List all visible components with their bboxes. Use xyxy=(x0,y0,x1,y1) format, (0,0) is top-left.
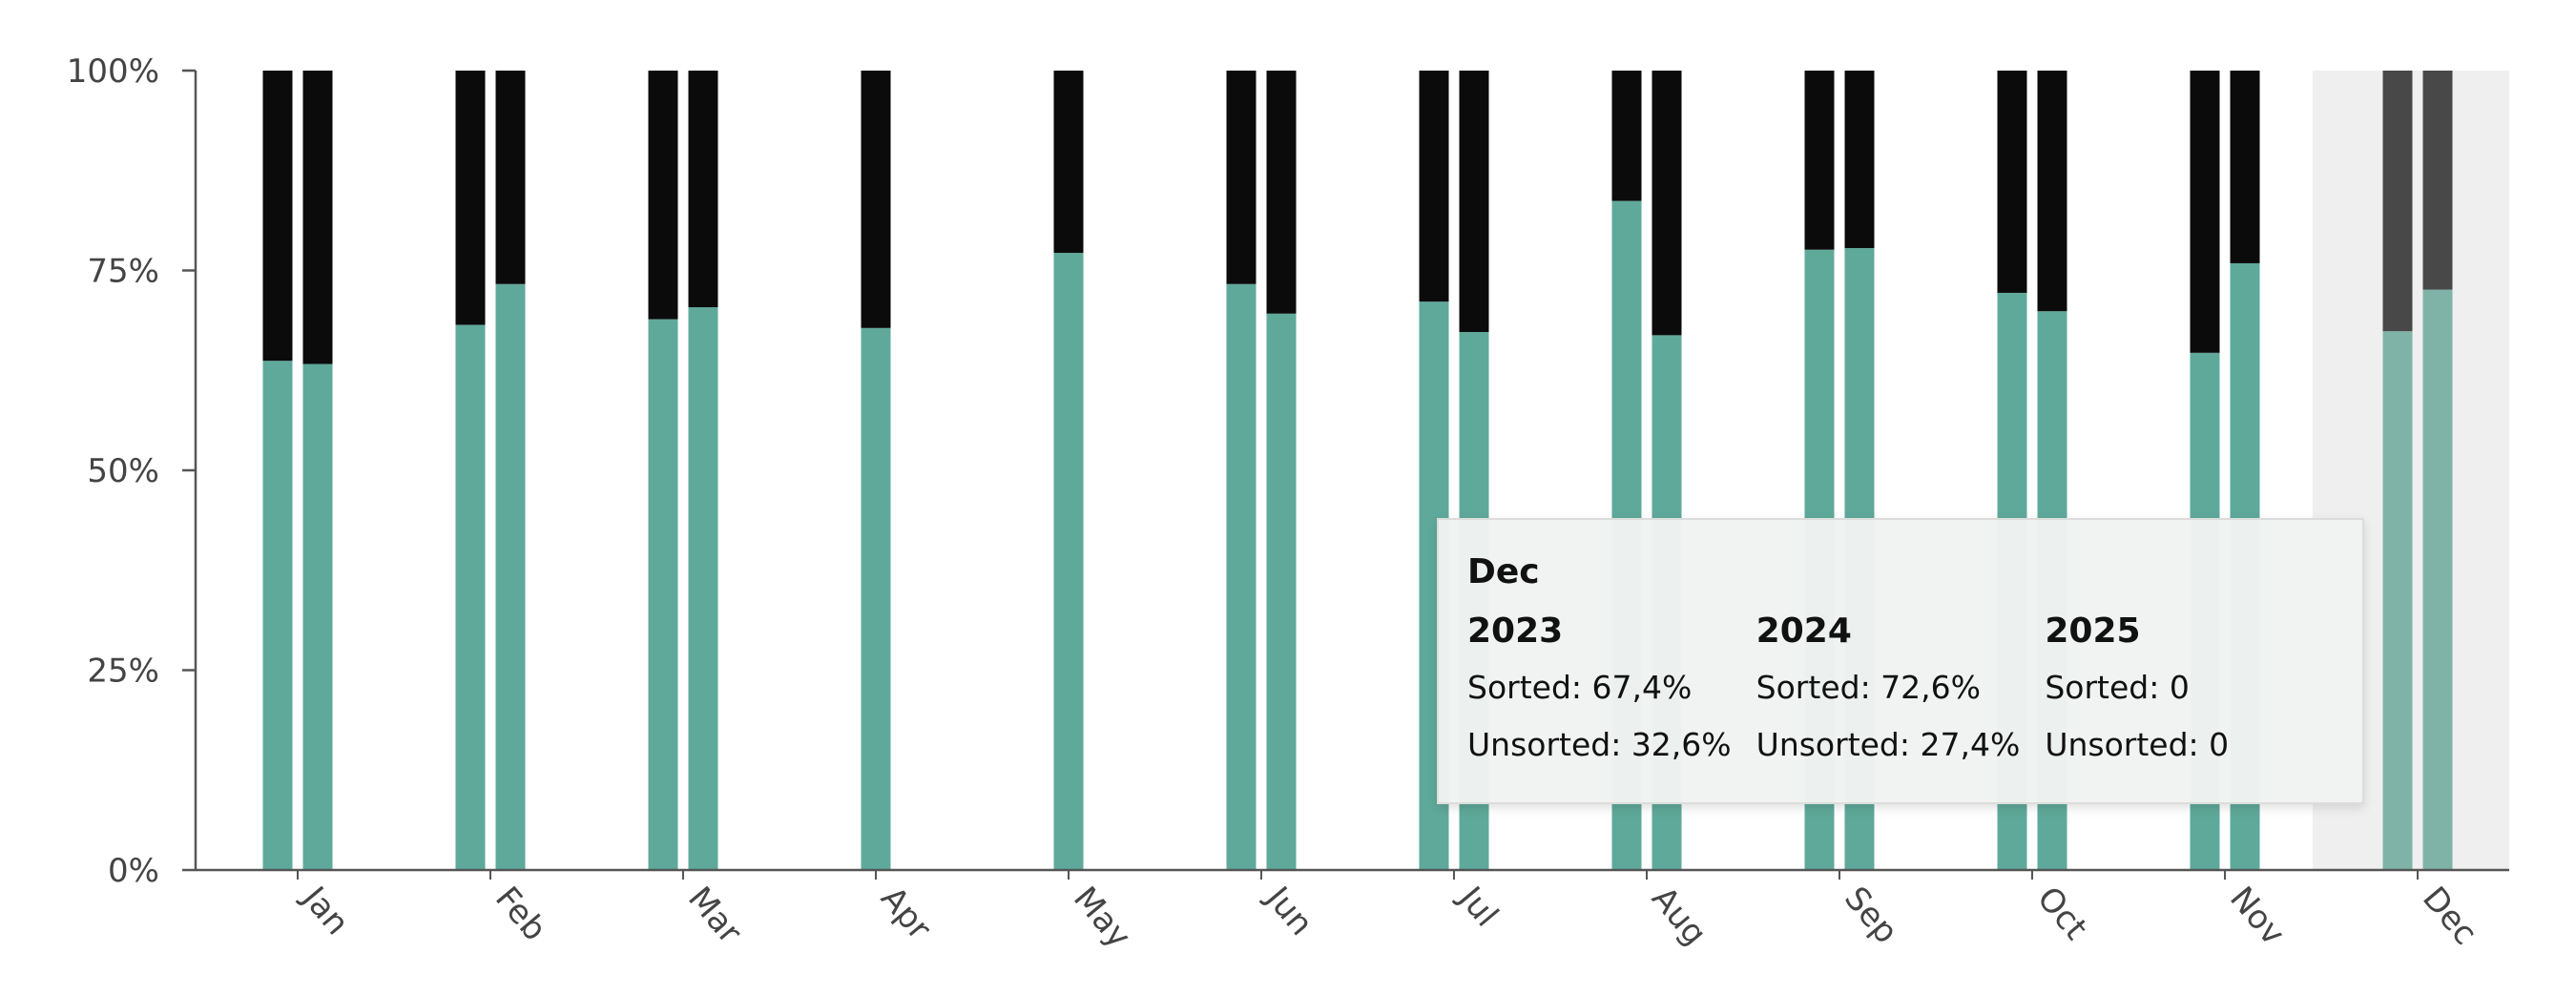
tooltip-columns: 2023 Sorted: 67,4% Unsorted: 32,6% 2024 … xyxy=(1467,612,2334,783)
bar-unsorted-may-2023[interactable] xyxy=(1053,71,1084,254)
bar-sorted-feb-2024[interactable] xyxy=(495,283,526,871)
bar-sorted-mar-2024[interactable] xyxy=(688,307,718,871)
x-tick-label-oct: Oct xyxy=(2029,880,2094,947)
bar-unsorted-oct-2024[interactable] xyxy=(2037,71,2067,312)
tooltip-unsorted-value: Unsorted: 27,4% xyxy=(1755,726,2021,763)
bar-sorted-apr-2023[interactable] xyxy=(861,327,891,870)
bar-unsorted-jul-2024[interactable] xyxy=(1459,71,1489,333)
bar-unsorted-jan-2024[interactable] xyxy=(302,71,333,364)
x-tick-label-apr: Apr xyxy=(873,880,938,947)
y-tick-label-0pct: 0% xyxy=(108,852,159,890)
tooltip-column-2024: 2024 Sorted: 72,6% Unsorted: 27,4% xyxy=(1756,612,2046,783)
bar-unsorted-sep-2023[interactable] xyxy=(1804,71,1835,250)
bar-unsorted-dec-2023[interactable] xyxy=(2382,71,2413,332)
bar-unsorted-aug-2023[interactable] xyxy=(1611,71,1642,201)
x-tick-label-jan: Jan xyxy=(294,879,357,943)
bar-unsorted-mar-2024[interactable] xyxy=(688,71,718,308)
bar-sorted-mar-2023[interactable] xyxy=(648,319,678,870)
bar-unsorted-jun-2023[interactable] xyxy=(1226,71,1257,284)
bar-unsorted-dec-2024[interactable] xyxy=(2422,71,2453,290)
tooltip-column-2023: 2023 Sorted: 67,4% Unsorted: 32,6% xyxy=(1467,612,1756,783)
bar-unsorted-oct-2023[interactable] xyxy=(1997,71,2027,293)
tooltip-year: 2025 xyxy=(2045,612,2141,651)
x-tick-label-aug: Aug xyxy=(1644,880,1714,953)
bar-unsorted-mar-2023[interactable] xyxy=(648,71,678,320)
bar-sorted-dec-2023[interactable] xyxy=(2382,331,2413,870)
x-tick-label-mar: Mar xyxy=(680,880,749,951)
bar-sorted-jan-2024[interactable] xyxy=(302,363,333,870)
bar-sorted-feb-2023[interactable] xyxy=(455,324,486,870)
bar-unsorted-nov-2024[interactable] xyxy=(2230,71,2260,263)
y-tick-label-75pct: 75% xyxy=(87,253,159,291)
tooltip-sorted-value: Sorted: 0 xyxy=(2045,669,2190,706)
bar-unsorted-feb-2023[interactable] xyxy=(455,71,486,325)
tooltip-year: 2024 xyxy=(1755,612,1852,651)
bar-unsorted-apr-2023[interactable] xyxy=(861,71,891,328)
bar-sorted-jan-2023[interactable] xyxy=(262,361,293,871)
y-tick-label-100pct: 100% xyxy=(67,52,159,91)
bar-unsorted-jan-2023[interactable] xyxy=(262,71,293,362)
bar-unsorted-feb-2024[interactable] xyxy=(495,71,526,284)
x-tick-label-feb: Feb xyxy=(488,880,553,948)
x-tick-label-may: May xyxy=(1066,880,1138,956)
tooltip-title: Dec xyxy=(1467,552,1540,591)
x-tick-label-dec: Dec xyxy=(2415,880,2484,952)
bar-unsorted-aug-2024[interactable] xyxy=(1652,71,1682,336)
chart-tooltip: Dec 2023 Sorted: 67,4% Unsorted: 32,6% 2… xyxy=(1437,518,2364,804)
bar-sorted-dec-2024[interactable] xyxy=(2422,289,2453,870)
bar-unsorted-sep-2024[interactable] xyxy=(1844,71,1875,249)
tooltip-unsorted-value: Unsorted: 32,6% xyxy=(1467,726,1732,763)
y-tick-label-25pct: 25% xyxy=(87,653,159,691)
tooltip-column-2025: 2025 Sorted: 0 Unsorted: 0 xyxy=(2045,612,2334,783)
tooltip-sorted-value: Sorted: 72,6% xyxy=(1755,669,1982,706)
bar-sorted-may-2023[interactable] xyxy=(1053,253,1084,871)
x-tick-label-sep: Sep xyxy=(1837,880,1905,951)
y-tick-label-50pct: 50% xyxy=(87,452,159,490)
bar-sorted-jun-2024[interactable] xyxy=(1266,313,1297,870)
bar-unsorted-jul-2023[interactable] xyxy=(1419,71,1449,302)
bar-unsorted-nov-2023[interactable] xyxy=(2190,71,2220,353)
tooltip-year: 2023 xyxy=(1467,612,1564,651)
bar-unsorted-jun-2024[interactable] xyxy=(1266,71,1297,314)
bar-sorted-jun-2023[interactable] xyxy=(1226,283,1257,871)
tooltip-unsorted-value: Unsorted: 0 xyxy=(2045,726,2230,763)
x-tick-label-jun: Jun xyxy=(1257,879,1320,943)
x-tick-label-jul: Jul xyxy=(1450,879,1506,935)
tooltip-sorted-value: Sorted: 67,4% xyxy=(1467,669,1693,706)
x-tick-label-nov: Nov xyxy=(2222,880,2292,953)
